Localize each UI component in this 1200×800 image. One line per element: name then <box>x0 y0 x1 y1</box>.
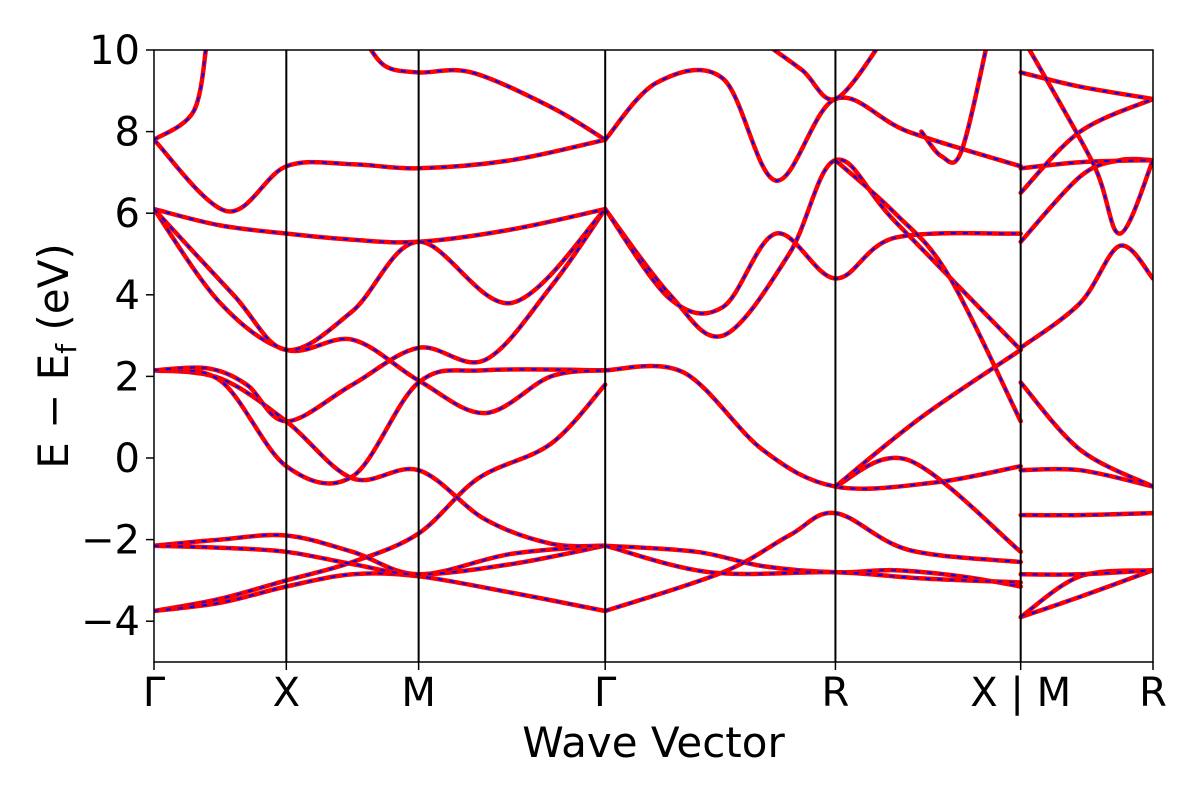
band-line-16 <box>602 363 1023 491</box>
x-axis-title: Wave Vector <box>522 718 785 767</box>
band-line-23 <box>833 347 1023 489</box>
band-line-19 <box>602 67 1023 183</box>
band-line-0 <box>154 382 608 614</box>
band-line-11 <box>154 50 209 143</box>
band-line-9 <box>154 137 608 214</box>
band-line-36 <box>1027 50 1153 236</box>
band-line-dashed-11 <box>154 50 207 141</box>
y-axis-title: E − Ef (eV) <box>29 243 83 469</box>
band-line-dashed-28 <box>1020 512 1153 517</box>
plot-frame <box>153 49 1154 663</box>
y-tick-label: −4 <box>81 599 140 645</box>
band-line-8 <box>154 206 608 245</box>
band-line-dashed-33 <box>1020 159 1153 170</box>
band-line-31 <box>1018 243 1153 351</box>
band-line-dashed-18 <box>604 208 1021 315</box>
band-line-5 <box>154 367 608 486</box>
band-line-dashed-27 <box>1020 569 1153 576</box>
band-line-dashed-25 <box>1020 569 1153 619</box>
x-tick-label: X <box>273 670 300 716</box>
band-line-dashed-19 <box>604 69 1021 182</box>
band-line-7 <box>154 206 608 416</box>
y-tick-label: 0 <box>115 436 140 482</box>
x-tick-label: R <box>822 670 850 716</box>
x-tick-label: X | M <box>970 670 1071 716</box>
band-line-22 <box>833 157 1023 424</box>
band-line-24 <box>919 50 989 165</box>
band-line-12 <box>368 50 608 143</box>
band-line-17 <box>602 157 1023 353</box>
band-line-dashed-29 <box>1020 468 1153 488</box>
band-line-dashed-31 <box>1020 244 1153 349</box>
band-line-1 <box>154 571 608 614</box>
bands-layer <box>154 50 1153 620</box>
band-line-dashed-22 <box>834 159 1022 422</box>
y-axis-title-main: E − E <box>29 354 78 469</box>
band-line-30 <box>1018 380 1153 489</box>
band-line-dashed-0 <box>154 383 606 612</box>
y-axis-title-subscript: f <box>50 343 83 354</box>
x-tick-label: R <box>1139 670 1167 716</box>
y-tick-label: 6 <box>115 191 140 237</box>
x-tick-label: M <box>401 670 436 716</box>
y-axis-ticks: −4 −2 0 2 4 6 8 10 <box>81 28 154 645</box>
y-tick-label: 2 <box>115 354 140 400</box>
band-line-dashed-3 <box>154 544 606 576</box>
band-line-34 <box>1018 70 1153 102</box>
band-line-25 <box>1018 567 1153 620</box>
band-line-2 <box>154 532 608 577</box>
band-line-4 <box>154 368 608 549</box>
band-line-dashed-20 <box>772 50 878 101</box>
y-tick-label: 8 <box>115 110 140 156</box>
band-line-dashed-15 <box>604 544 1021 584</box>
band-line-dashed-17 <box>604 158 1022 351</box>
band-line-10 <box>154 206 608 353</box>
band-line-dashed-21 <box>834 456 1022 553</box>
band-line-dashed-16 <box>605 364 1021 490</box>
band-line-dashed-6 <box>154 208 607 423</box>
y-tick-label: −2 <box>81 518 140 564</box>
y-tick-label: 4 <box>115 273 140 319</box>
y-tick-label: 10 <box>89 28 140 74</box>
band-line-dashed-35 <box>1019 98 1153 194</box>
band-line-dashed-4 <box>154 369 606 548</box>
x-tick-label: Γ <box>143 670 166 716</box>
kpoint-lines <box>285 50 1022 662</box>
band-line-dashed-34 <box>1020 71 1153 100</box>
band-line-dashed-9 <box>154 138 606 213</box>
band-line-dashed-1 <box>154 572 606 612</box>
band-line-dashed-5 <box>154 368 606 485</box>
x-axis-ticks: Γ X M Γ R X | M R <box>143 662 1167 716</box>
band-line-dashed-8 <box>154 208 606 244</box>
y-axis-title-unit: (eV) <box>29 243 78 344</box>
band-line-dashed-23 <box>834 349 1022 488</box>
band-line-dashed-12 <box>369 50 606 141</box>
band-line-35 <box>1018 96 1153 196</box>
x-tick-label: Γ <box>594 670 617 716</box>
band-line-14 <box>602 510 1023 614</box>
